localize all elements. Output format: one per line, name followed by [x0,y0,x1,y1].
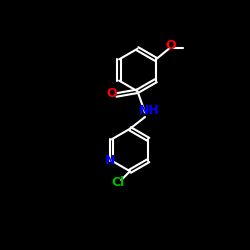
Text: O: O [165,39,176,52]
Text: O: O [106,87,117,100]
Text: N: N [105,154,116,167]
Text: Cl: Cl [112,176,125,190]
Text: NH: NH [138,104,159,117]
